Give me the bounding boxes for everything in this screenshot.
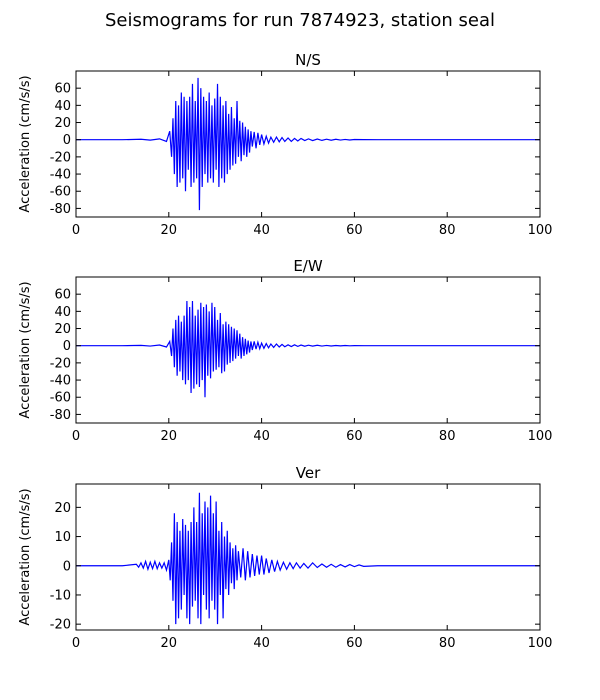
y-tick-label-ew: -40	[50, 374, 71, 389]
panel-ew: E/W Acceleration (cm/s/s) 0 20 40 60 80 100 -80 -…	[18, 257, 552, 444]
x-tick-label-ns: 80	[439, 223, 456, 238]
y-tick-label-ver: -10	[50, 588, 71, 603]
y-tick-label-ver: 20	[54, 501, 71, 516]
x-tick-label-ver: 0	[72, 636, 80, 651]
x-tick-label-ew: 80	[439, 429, 456, 444]
y-tick-label-ew: -20	[50, 356, 71, 371]
x-tick-label-ew: 100	[528, 429, 553, 444]
plot-frame-ew	[75, 276, 541, 424]
x-tick-label-ns: 20	[161, 223, 178, 238]
y-tick-label-ns: 60	[54, 82, 71, 97]
y-tick-label-ns: -80	[50, 202, 71, 217]
x-tick-label-ew: 20	[161, 429, 178, 444]
x-tick-label-ver: 20	[161, 636, 178, 651]
y-tick-label-ns: 0	[63, 133, 71, 148]
y-tick-label-ver: -20	[50, 618, 71, 633]
y-tick-label-ver: 0	[63, 559, 71, 574]
y-tick-label-ew: 0	[63, 339, 71, 354]
x-tick-label-ver: 60	[346, 636, 363, 651]
x-tick-label-ns: 100	[528, 223, 553, 238]
y-axis-label-ver: Acceleration (cm/s/s)	[18, 488, 33, 625]
x-tick-label-ver: 80	[439, 636, 456, 651]
x-tick-label-ns: 0	[72, 223, 80, 238]
panel-title-ns: N/S	[295, 51, 321, 69]
y-tick-label-ns: 40	[54, 99, 71, 114]
panel-ns: N/S Acceleration (cm/s/s) 0 20 40 60 80 100 -80 -…	[18, 51, 552, 238]
y-tick-label-ns: -60	[50, 185, 71, 200]
x-tick-label-ver: 40	[253, 636, 270, 651]
y-tick-label-ns: -20	[50, 150, 71, 165]
x-tick-label-ew: 60	[346, 429, 363, 444]
y-tick-label-ew: 60	[54, 288, 71, 303]
x-tick-label-ver: 100	[528, 636, 553, 651]
y-tick-label-ew: 20	[54, 322, 71, 337]
x-tick-label-ns: 40	[253, 223, 270, 238]
x-tick-label-ew: 0	[72, 429, 80, 444]
y-tick-label-ns: -40	[50, 168, 71, 183]
x-tick-label-ew: 40	[253, 429, 270, 444]
y-tick-label-ns: 20	[54, 116, 71, 131]
y-tick-label-ew: -60	[50, 391, 71, 406]
y-tick-label-ew: -80	[50, 408, 71, 423]
x-tick-label-ns: 60	[346, 223, 363, 238]
panel-title-ew: E/W	[293, 257, 323, 275]
series-line-ew	[76, 301, 540, 398]
series-line-ns	[76, 77, 540, 211]
y-tick-label-ew: 40	[54, 305, 71, 320]
series-line-ver	[76, 492, 540, 625]
figure-title: Seismograms for run 7874923, station sea…	[104, 10, 496, 31]
y-axis-label-ns: Acceleration (cm/s/s)	[18, 75, 33, 212]
panel-title-ver: Ver	[296, 464, 321, 482]
y-axis-label-ew: Acceleration (cm/s/s)	[18, 281, 33, 418]
y-tick-label-ver: 10	[54, 530, 71, 545]
plot-frame-ns	[75, 70, 541, 218]
plot-frame-ver	[75, 483, 541, 631]
